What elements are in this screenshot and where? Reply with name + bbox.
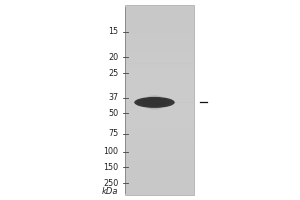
Bar — [124, 25, 194, 29]
Bar — [124, 161, 194, 166]
Bar — [124, 20, 194, 24]
Bar — [124, 142, 194, 146]
Bar — [124, 83, 194, 88]
Bar — [124, 112, 194, 117]
Text: 25: 25 — [108, 68, 118, 77]
Bar — [124, 103, 194, 107]
Bar — [124, 176, 194, 180]
Bar — [124, 15, 194, 20]
Bar — [124, 88, 194, 93]
Bar — [124, 185, 194, 190]
Bar — [124, 49, 194, 54]
Bar — [124, 190, 194, 195]
Bar — [124, 44, 194, 49]
Bar — [124, 68, 194, 73]
Bar — [124, 181, 194, 185]
Bar — [124, 59, 194, 63]
Text: 75: 75 — [108, 130, 118, 138]
Bar — [124, 5, 194, 195]
Bar — [124, 156, 194, 161]
Text: 150: 150 — [103, 162, 118, 171]
Bar — [124, 73, 194, 78]
Text: kDa: kDa — [102, 187, 119, 196]
Ellipse shape — [142, 95, 167, 110]
Text: 15: 15 — [108, 27, 118, 36]
Bar — [124, 117, 194, 122]
Bar — [124, 64, 194, 68]
Bar — [124, 39, 194, 44]
Bar — [124, 93, 194, 98]
Bar — [124, 98, 194, 102]
Bar — [124, 78, 194, 83]
Text: 20: 20 — [108, 52, 118, 62]
Bar — [124, 122, 194, 127]
Bar — [124, 0, 194, 5]
Bar — [124, 54, 194, 59]
Text: 100: 100 — [103, 148, 118, 156]
Bar — [124, 137, 194, 141]
Bar — [124, 5, 194, 10]
Bar — [124, 107, 194, 112]
Bar — [124, 146, 194, 151]
Text: 50: 50 — [108, 108, 118, 117]
Text: 250: 250 — [103, 178, 118, 188]
Bar — [124, 10, 194, 15]
Text: 37: 37 — [108, 94, 118, 102]
Bar — [124, 171, 194, 176]
Bar — [124, 127, 194, 132]
Bar — [124, 166, 194, 171]
Bar — [124, 151, 194, 156]
Ellipse shape — [134, 97, 175, 108]
Bar — [124, 34, 194, 39]
Bar — [124, 132, 194, 137]
Bar — [124, 29, 194, 34]
Ellipse shape — [137, 98, 172, 107]
